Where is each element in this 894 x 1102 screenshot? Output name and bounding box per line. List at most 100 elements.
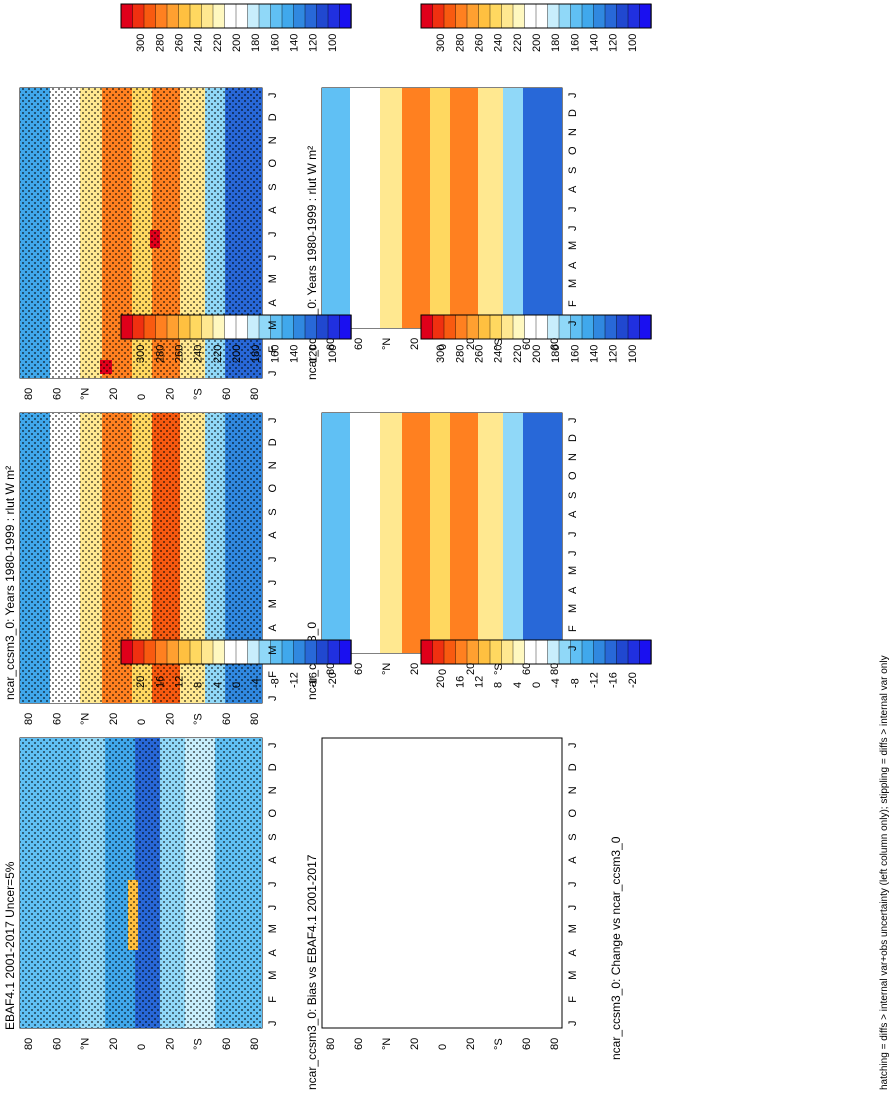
colorbar-segment	[281, 3, 295, 29]
colorbar-segment	[247, 639, 260, 665]
colorbar-tick-label: 240	[493, 345, 505, 363]
lat-tick-label: 20	[465, 1038, 477, 1050]
colorbar-segment	[201, 314, 214, 340]
colorbar-segment	[247, 314, 260, 340]
colorbar-segment	[258, 3, 272, 29]
colorbar-segment	[189, 314, 203, 340]
colorbar-tick-label: -12	[589, 672, 601, 688]
lat-tick-label: 20	[108, 713, 120, 725]
colorbar-segment	[212, 639, 226, 665]
month-tick-label: D	[267, 763, 279, 771]
colorbar-segment	[570, 3, 583, 29]
colorbar-segment	[547, 3, 560, 29]
heatmap-fill	[322, 413, 562, 653]
lat-tick-label: 60	[221, 1038, 233, 1050]
lat-tick-label: 80	[249, 713, 261, 725]
colorbar-segment	[570, 639, 583, 665]
lat-tick-label: °S	[493, 1038, 505, 1050]
colorbar-segment	[558, 314, 572, 340]
colorbar-tick-label: 200	[531, 34, 543, 52]
colorbar-tick-label: 260	[474, 345, 486, 363]
lat-tick-label: 60	[521, 1038, 533, 1050]
month-tick-label: J	[567, 207, 579, 213]
month-tick-label: S	[567, 833, 579, 840]
colorbar-segment	[432, 3, 445, 29]
lat-tick-label: 0	[437, 344, 449, 350]
lat-tick-label: °N	[80, 713, 92, 725]
colorbar-tick-label: 200	[531, 345, 543, 363]
colorbar-segment	[432, 314, 445, 340]
month-tick-label: M	[567, 566, 579, 575]
month-tick-label: M	[267, 599, 279, 608]
colorbar-tick-label: 120	[608, 345, 620, 363]
lat-tick-label: 80	[249, 1038, 261, 1050]
month-tick-label: A	[567, 510, 579, 518]
month-tick-label: O	[267, 484, 279, 493]
colorbar-segment	[524, 639, 537, 665]
panel-title: ncar_ccsm3_0: Years 1980-1999 : rlut W m…	[3, 466, 17, 700]
colorbar-segment	[466, 3, 480, 29]
colorbar-tick-label: 300	[135, 345, 147, 363]
month-tick-label: S	[267, 833, 279, 840]
month-tick-label: J	[567, 905, 579, 911]
month-tick-label: J	[267, 580, 279, 586]
month-tick-label: A	[567, 261, 579, 269]
month-tick-label: A	[567, 586, 579, 594]
colorbar-segment	[547, 639, 560, 665]
colorbar-tick-label: 200	[231, 34, 243, 52]
month-tick-label: A	[567, 949, 579, 957]
colorbar-tick-label: 200	[231, 345, 243, 363]
colorbar-segment	[420, 314, 434, 340]
colorbar-segment	[455, 314, 468, 340]
month-tick-label: F	[267, 346, 279, 353]
lat-tick-label: °N	[381, 663, 393, 675]
month-tick-label: D	[567, 763, 579, 771]
colorbar-segment	[420, 3, 434, 29]
colorbar-segment	[247, 3, 260, 29]
colorbar-segment	[478, 314, 491, 340]
lat-tick-label: 0	[437, 669, 449, 675]
month-tick-label: S	[567, 492, 579, 499]
lat-tick-label: 80	[325, 338, 337, 350]
colorbar-segment	[235, 314, 249, 340]
lat-tick-label: 20	[465, 663, 477, 675]
colorbar-tick-label: 220	[512, 34, 524, 52]
colorbar-segment	[455, 639, 468, 665]
lat-tick-label: °N	[381, 1038, 393, 1050]
lat-tick-label: 80	[549, 663, 561, 675]
lat-tick-label: 60	[353, 338, 365, 350]
colorbar-tick-label: 180	[550, 34, 562, 52]
colorbar-segment	[501, 3, 514, 29]
panel-frame	[321, 737, 563, 1029]
lat-tick-label: 0	[136, 1044, 148, 1050]
colorbar-segment	[581, 314, 595, 340]
month-tick-label: J	[567, 646, 579, 652]
lat-tick-label: 60	[521, 663, 533, 675]
colorbar-segment	[201, 639, 214, 665]
colorbar-tick-label: 8	[493, 682, 505, 688]
colorbar-tick-label: 280	[454, 345, 466, 363]
colorbar-segment	[455, 3, 468, 29]
colorbar-segment	[443, 314, 457, 340]
colorbar-tick-label: 180	[250, 345, 262, 363]
month-tick-label: A	[267, 299, 279, 307]
colorbar-segment	[501, 314, 514, 340]
colorbar-segment	[235, 639, 249, 665]
colorbar-segment	[178, 314, 191, 340]
month-tick-label: A	[567, 856, 579, 864]
colorbar-segment	[512, 639, 526, 665]
month-tick-label: J	[267, 232, 279, 238]
colorbar-tick-label: 16	[454, 676, 466, 688]
colorbar-segment	[155, 3, 168, 29]
month-tick-label: J	[567, 93, 579, 99]
colorbar-segment	[224, 639, 237, 665]
lat-tick-label: 60	[353, 1038, 365, 1050]
colorbar-segment	[293, 314, 306, 340]
colorbar-tick-label: 180	[250, 34, 262, 52]
colorbar-segment	[535, 3, 549, 29]
colorbar-segment	[570, 314, 583, 340]
colorbar-segment	[143, 314, 157, 340]
colorbar-tick-label: 160	[269, 34, 281, 52]
colorbar-segment	[166, 3, 180, 29]
